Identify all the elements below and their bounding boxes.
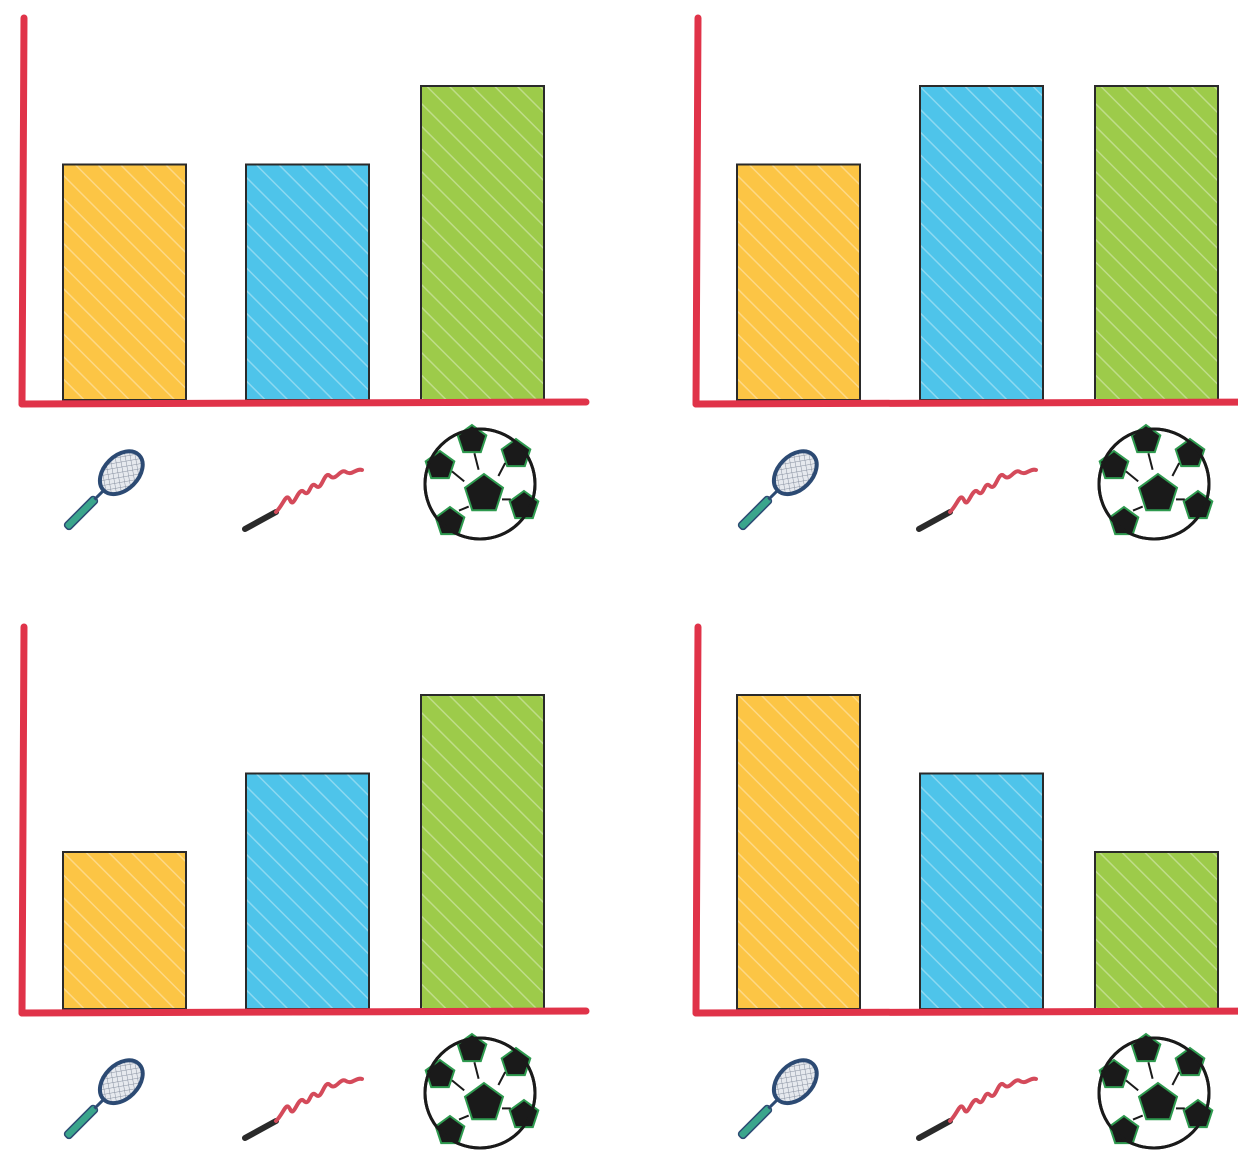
- bar-chart-1: [18, 14, 590, 541]
- bar-soccer-ball: [420, 694, 545, 1010]
- bar-jump-rope: [919, 772, 1044, 1010]
- soccer-ball-icon: [1097, 1032, 1214, 1150]
- bar-racket: [62, 851, 187, 1010]
- y-axis: [692, 14, 702, 408]
- x-axis: [18, 1007, 590, 1017]
- racket-icon: [63, 449, 145, 531]
- racket-icon: [737, 1058, 819, 1140]
- racket-icon: [737, 449, 819, 531]
- x-axis: [18, 398, 590, 408]
- bar-jump-rope: [245, 163, 370, 401]
- bar-soccer-ball: [1094, 85, 1219, 401]
- bar-jump-rope: [919, 85, 1044, 401]
- jump-rope-icon: [242, 467, 364, 532]
- soccer-ball-icon: [423, 423, 540, 541]
- bar-racket: [62, 163, 187, 401]
- x-axis: [692, 1007, 1238, 1017]
- bar-soccer-ball: [1094, 851, 1219, 1010]
- jump-rope-icon: [916, 1076, 1038, 1141]
- jump-rope-icon: [242, 1076, 364, 1141]
- bar-jump-rope: [245, 772, 370, 1010]
- soccer-ball-icon: [423, 1032, 540, 1150]
- soccer-ball-icon: [1097, 423, 1214, 541]
- bar-chart-2: [692, 14, 1238, 541]
- y-axis: [692, 623, 702, 1017]
- racket-icon: [63, 1058, 145, 1140]
- bar-chart-4: [692, 623, 1238, 1150]
- jump-rope-icon: [916, 467, 1038, 532]
- bar-chart-3: [18, 623, 590, 1150]
- bar-racket: [736, 694, 861, 1010]
- bar-soccer-ball: [420, 85, 545, 401]
- x-axis: [692, 398, 1238, 408]
- bar-racket: [736, 163, 861, 401]
- y-axis: [18, 14, 28, 408]
- y-axis: [18, 623, 28, 1017]
